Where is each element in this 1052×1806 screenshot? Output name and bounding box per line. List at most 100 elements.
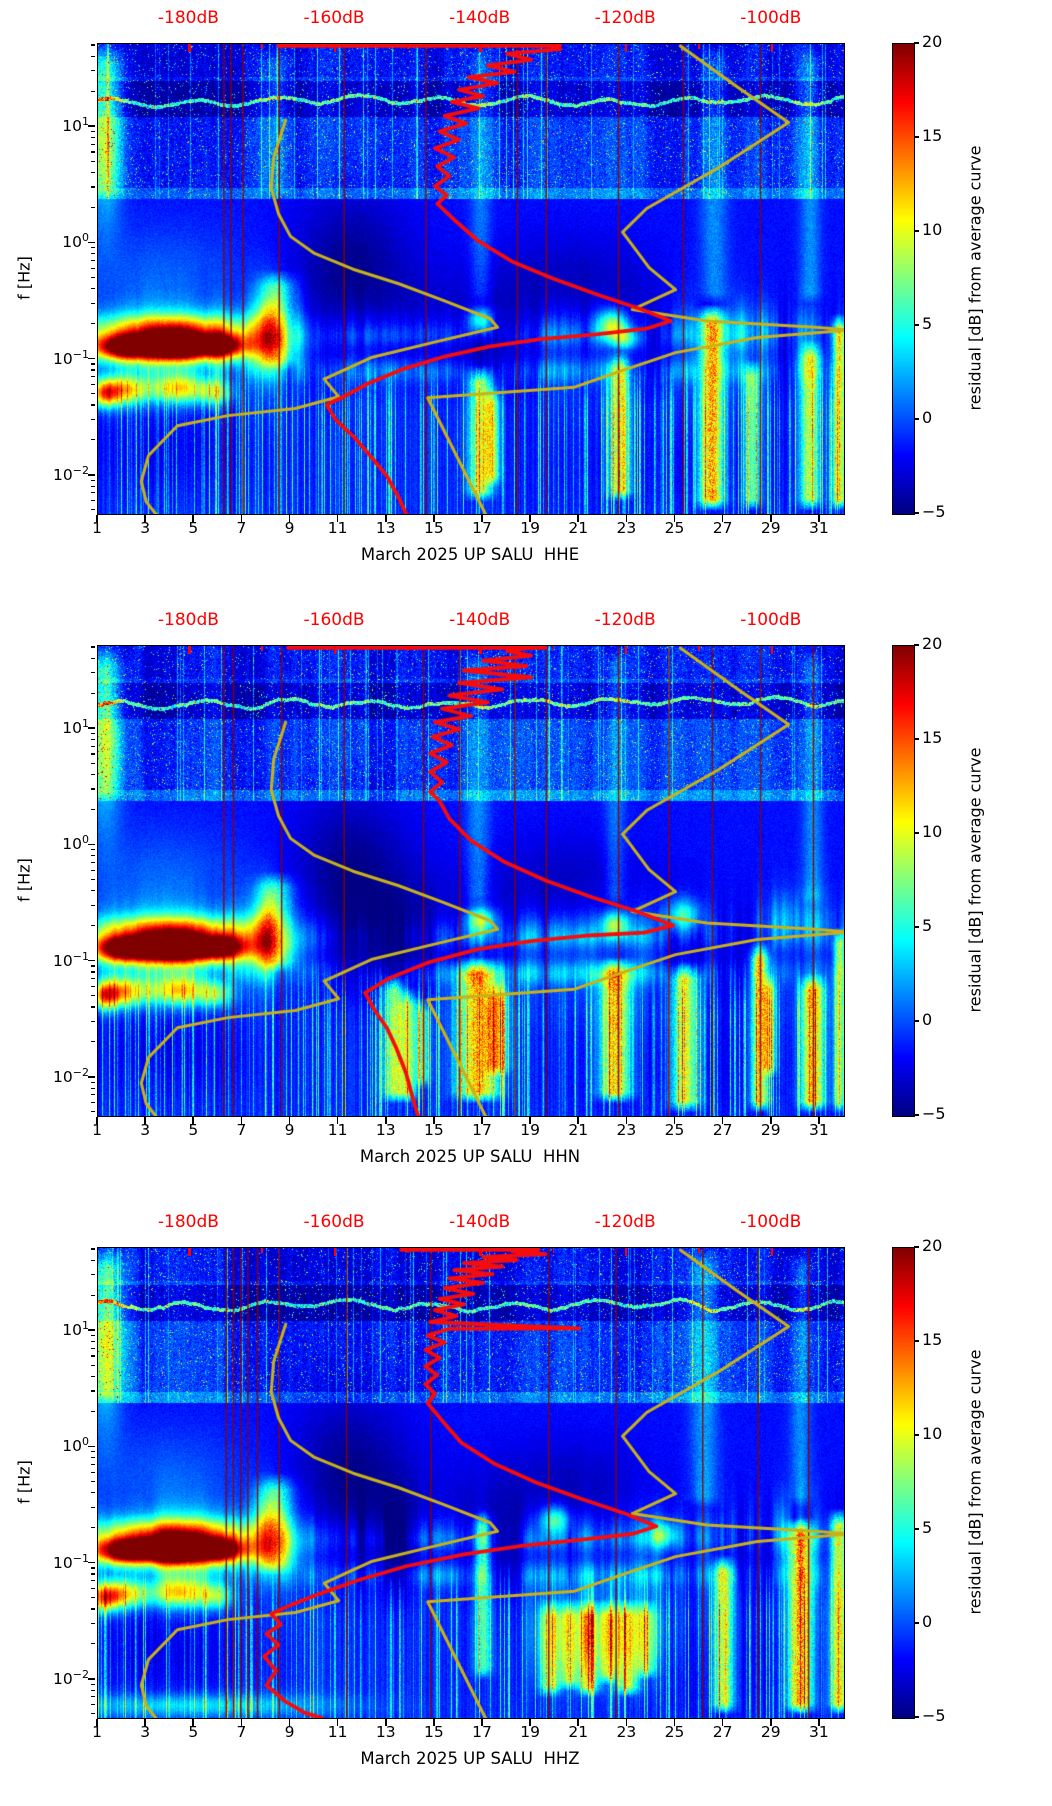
y-axis-minor-tick: [91, 1094, 96, 1096]
y-axis-minor-tick: [91, 1683, 96, 1685]
x-axis-tick: [96, 1116, 98, 1124]
x-axis-tick-label: 29: [760, 1121, 781, 1139]
x-axis-tick-label: 3: [140, 519, 151, 537]
colorbar-tick-label: 5: [922, 1518, 933, 1537]
y-axis-major-tick: [88, 1076, 96, 1078]
x-axis-tick-label: 15: [424, 1723, 444, 1741]
x-axis-tick-label: 31: [809, 1723, 829, 1741]
x-axis-tick: [384, 514, 387, 522]
x-axis-tick-label: 31: [809, 519, 829, 537]
x-axis-tick: [433, 1116, 435, 1124]
colorbar-tick: [914, 1434, 919, 1436]
y-axis-tick-label: 100: [62, 1435, 89, 1456]
y-axis-minor-tick: [91, 500, 96, 502]
y-axis-minor-tick: [91, 404, 96, 406]
top-axis-major-tick: [625, 1248, 628, 1256]
colorbar-tick-label: 15: [922, 1330, 943, 1349]
panel-hhn: -180dB -160dB -140dB -120dB -100dB 1 3 5 7 9 11 13 1…: [0, 602, 1052, 1204]
y-axis-minor-tick: [91, 1364, 96, 1366]
y-axis-minor-tick: [91, 1347, 96, 1349]
y-axis-major-tick: [88, 241, 96, 244]
x-axis-tick: [288, 1718, 291, 1726]
y-axis-minor-tick: [91, 1689, 96, 1691]
top-axis-major-tick: [770, 1248, 773, 1256]
x-axis-tick-label: 27: [712, 1723, 733, 1741]
top-axis-label: -160dB: [303, 8, 365, 28]
y-axis-minor-tick: [91, 1608, 96, 1610]
colorbar-tick: [914, 738, 919, 740]
y-axis-minor-tick: [91, 971, 96, 973]
y-axis-minor-tick: [91, 849, 96, 851]
colorbar-tick-label: 15: [922, 728, 943, 747]
x-axis-tick: [529, 1718, 531, 1726]
top-axis-major-tick: [479, 1248, 482, 1256]
x-axis-tick: [336, 1116, 339, 1124]
x-axis-tick: [721, 1718, 724, 1726]
y-axis-minor-tick: [91, 492, 96, 494]
y-axis-minor-tick: [91, 762, 96, 764]
spectrogram-canvas-hhz: [98, 1248, 844, 1718]
y-axis-minor-tick: [91, 1274, 96, 1276]
top-axis-label: -180dB: [157, 610, 219, 630]
top-axis-label: -100dB: [740, 8, 802, 28]
x-axis-tick-label: 19: [520, 1723, 541, 1741]
y-axis-minor-tick: [91, 692, 96, 694]
y-axis-minor-tick: [91, 788, 96, 790]
x-axis-tick: [240, 514, 243, 522]
y-axis-major-tick: [88, 1678, 96, 1680]
y-axis-minor-tick: [91, 247, 96, 249]
x-axis-tick-label: 29: [760, 1723, 781, 1741]
colorbar-tick: [914, 324, 919, 326]
y-axis-minor-tick: [91, 1463, 96, 1466]
y-axis-minor-tick: [91, 1704, 96, 1706]
top-axis-major-tick: [770, 44, 773, 52]
x-axis-tick: [625, 1718, 628, 1726]
top-axis-label: -120dB: [594, 8, 656, 28]
x-axis-tick-label: 7: [236, 1121, 247, 1139]
y-axis-minor-tick: [91, 1410, 96, 1413]
x-axis-tick: [288, 514, 291, 522]
y-axis-minor-tick: [91, 130, 96, 133]
top-axis-minor-tick: [407, 44, 409, 49]
x-axis-tick: [144, 1718, 146, 1726]
top-axis-major-tick: [188, 1248, 191, 1256]
y-axis-minor-tick: [91, 753, 96, 755]
y-axis-tick-label: 101: [62, 1319, 89, 1340]
x-axis-tick: [770, 1718, 772, 1726]
x-axis-tick-label: 9: [284, 1723, 295, 1741]
colorbar-label: residual [dB] from average curve: [965, 747, 985, 1013]
x-axis-tick-label: 19: [520, 1121, 541, 1139]
y-axis-minor-tick: [91, 1567, 96, 1569]
y-axis-minor-tick: [91, 143, 96, 145]
colorbar-tick: [914, 42, 919, 44]
x-axis-tick-label: 5: [188, 1723, 199, 1741]
top-axis-minor-tick: [552, 1248, 555, 1253]
x-axis-tick: [96, 514, 98, 522]
y-axis-minor-tick: [91, 890, 96, 892]
y-axis-minor-tick: [91, 44, 96, 46]
y-axis-major-tick: [88, 1561, 96, 1564]
y-axis-minor-tick: [91, 186, 96, 188]
top-axis-label: -100dB: [740, 610, 802, 630]
colorbar-tick-label: −5: [922, 1104, 946, 1123]
x-axis-tick-label: 17: [472, 1723, 492, 1741]
y-axis-tick-label: 101: [62, 115, 89, 136]
y-axis-minor-tick: [91, 1492, 96, 1494]
top-axis-minor-tick: [552, 44, 555, 49]
colorbar-tick-label: 0: [922, 1612, 933, 1631]
panel-title: March 2025 UP SALU HHE: [360, 545, 580, 564]
x-axis-tick-label: 27: [712, 1121, 733, 1139]
y-axis-minor-tick: [91, 672, 96, 674]
colorbar-label: residual [dB] from average curve: [965, 1349, 985, 1615]
y-axis-minor-tick: [91, 1041, 96, 1043]
y-axis-minor-tick: [91, 995, 96, 997]
top-axis-major-tick: [625, 44, 628, 52]
y-axis-major-tick: [88, 357, 96, 360]
y-axis-major-tick: [88, 474, 96, 476]
y-axis-minor-tick: [91, 369, 96, 371]
y-axis-minor-tick: [91, 479, 96, 481]
y-axis-minor-tick: [91, 978, 96, 980]
y-axis-minor-tick: [91, 1390, 96, 1392]
panel-title: March 2025 UP SALU HHZ: [360, 1749, 580, 1768]
x-axis-tick-label: 17: [472, 519, 492, 537]
